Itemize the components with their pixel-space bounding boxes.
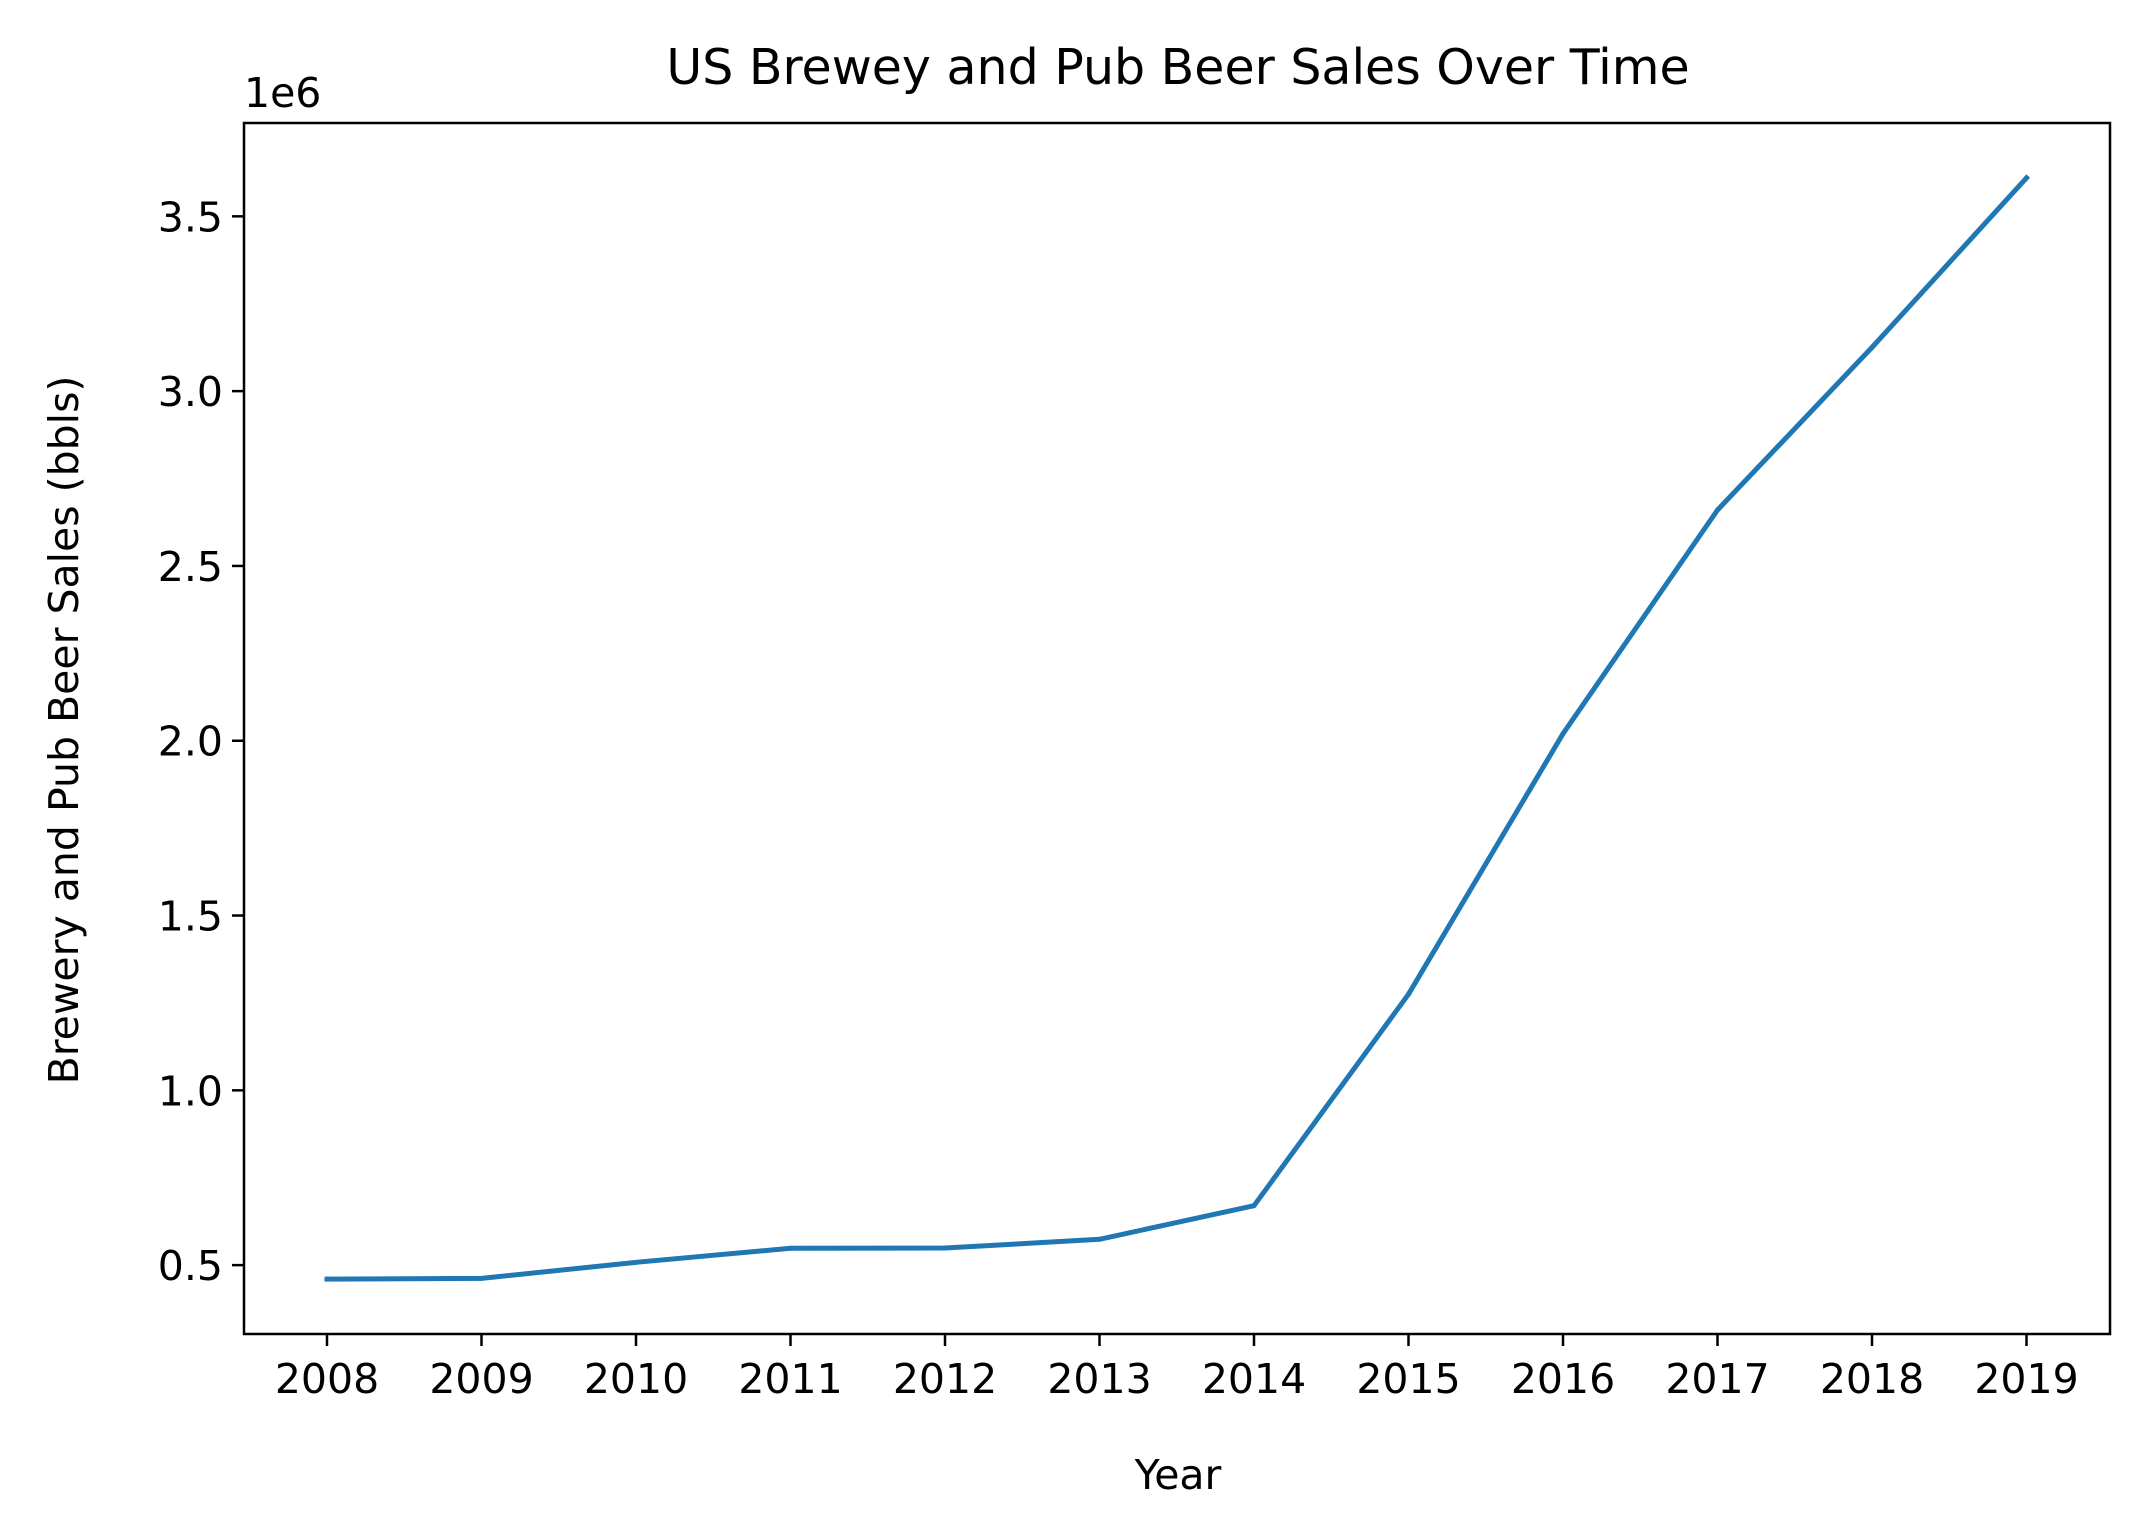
x-tick-label-2010: 2010 [584, 1355, 688, 1403]
data-point-2014 [1251, 1203, 1257, 1209]
data-point-2009 [479, 1275, 484, 1281]
data-point-2015 [1406, 991, 1411, 997]
y-tick-label-2.0: 2.0 [158, 718, 223, 766]
x-tick-label-2008: 2008 [275, 1355, 379, 1403]
y-axis-title: Brewery and Pub Beer Sales (bbls) [40, 376, 88, 1085]
x-axis-title: Year [1134, 1451, 1222, 1499]
axes-frame [242, 121, 2112, 1336]
data-point-2010 [633, 1259, 639, 1265]
y-tick-label-0.5: 0.5 [158, 1242, 223, 1290]
y-tick-label-2.5: 2.5 [158, 543, 223, 591]
data-point-2016 [1560, 731, 1566, 737]
data-point-2019 [2024, 175, 2029, 181]
x-tick-label-2015: 2015 [1356, 1355, 1460, 1403]
x-tick-label-2013: 2013 [1047, 1355, 1151, 1403]
data-point-2018 [1869, 344, 1875, 350]
chart-title: US Brewey and Pub Beer Sales Over Time [666, 39, 1689, 96]
x-tick-label-2009: 2009 [429, 1355, 533, 1403]
x-tick-label-2012: 2012 [893, 1355, 997, 1403]
y-tick-label-3.0: 3.0 [158, 368, 223, 416]
data-point-2013 [1097, 1236, 1102, 1242]
series-line-0 [324, 174, 2031, 1282]
data-point-2012 [942, 1245, 948, 1251]
x-tick-label-2018: 2018 [1820, 1355, 1924, 1403]
x-tick-label-2014: 2014 [1202, 1355, 1306, 1403]
y-offset-text: 1e6 [244, 69, 321, 117]
data-point-2008 [324, 1276, 330, 1282]
y-tick-label-1.0: 1.0 [158, 1067, 223, 1115]
x-tick-label-2011: 2011 [738, 1355, 842, 1403]
data-point-2017 [1715, 507, 1720, 513]
x-tick-label-2017: 2017 [1665, 1355, 1769, 1403]
x-tick-label-2016: 2016 [1511, 1355, 1615, 1403]
y-tick-label-3.5: 3.5 [158, 193, 223, 241]
plot-area: 0.5 1.0 1.5 2.0 2.5 3.0 3.5 2008 2009 2010 2011 201… [158, 121, 2112, 1403]
data-point-2011 [788, 1245, 793, 1251]
x-tick-label-2019: 2019 [1974, 1355, 2078, 1403]
y-tick-label-1.5: 1.5 [158, 893, 223, 941]
